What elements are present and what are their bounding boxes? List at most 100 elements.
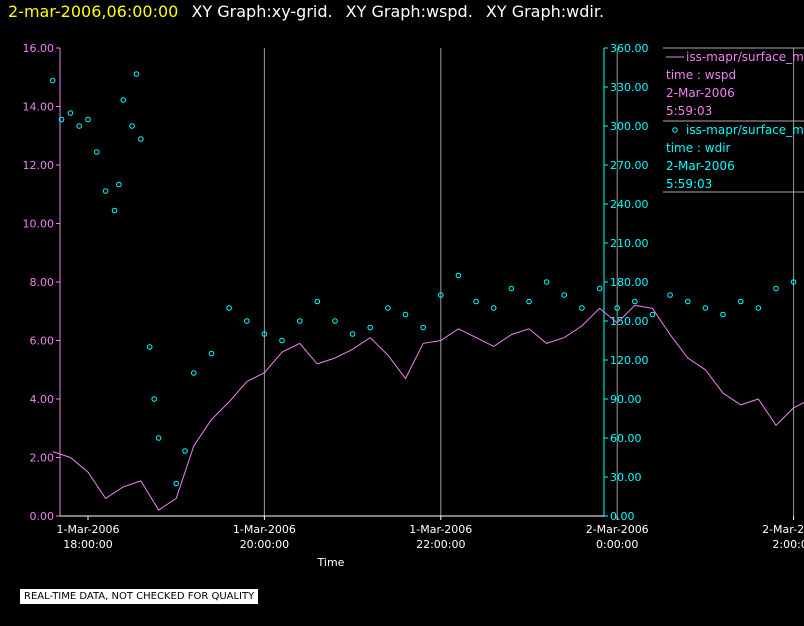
wdir-point (279, 337, 285, 344)
left-tick-label: 2.00 (30, 452, 55, 465)
right-tick-label: 0.00 (610, 510, 635, 523)
wdir-point (632, 298, 638, 305)
wdir-point (102, 188, 109, 194)
x-tick-label: 0:00:00 (596, 538, 638, 551)
wdir-point (402, 311, 409, 318)
legend-wspd-var: time : wspd (666, 68, 736, 82)
x-tick-label: 18:00:00 (63, 538, 112, 551)
x-tick-label: 2-Mar-2006 (586, 523, 649, 536)
wdir-point (155, 435, 162, 441)
graph-title-grid: XY Graph:xy-grid. (191, 2, 333, 21)
legend-wdir-time: 5:59:03 (666, 177, 712, 191)
wdir-point (614, 305, 621, 311)
left-tick-label: 6.00 (30, 335, 55, 348)
right-tick-label: 180.00 (610, 276, 649, 289)
wdir-point (226, 305, 232, 311)
x-axis-ticks: 1-Mar-2006 18:00:00 1-Mar-2006 20:00:00 1-Ma… (57, 516, 804, 551)
wdir-point (349, 331, 356, 337)
wdir-point (332, 318, 338, 324)
wdir-point (49, 77, 56, 84)
wdir-point (702, 305, 709, 311)
wdir-point (120, 97, 127, 103)
wdir-point (208, 350, 215, 357)
series-wspd (52, 304, 804, 511)
right-tick-label: 120.00 (610, 354, 649, 367)
x-axis-label: Time (317, 556, 345, 569)
legend-wspd-date: 2-Mar-2006 (666, 86, 735, 100)
wdir-point (85, 116, 91, 123)
x-tick-label: 20:00:00 (240, 538, 289, 551)
wdir-point (58, 116, 65, 123)
wdir-point (367, 324, 374, 331)
left-axis-ticks: 0.00 2.00 4.00 6.00 8.00 10.00 12.00 14.00 16.00 (23, 42, 60, 523)
legend-wdir-var: time : wdir (666, 141, 731, 155)
wdir-point (129, 123, 135, 129)
quality-notice: REAL-TIME DATA, NOT CHECKED FOR QUALITY (20, 589, 259, 604)
right-tick-label: 30.00 (610, 471, 642, 484)
x-tick-label: 2-Mar-2006 (762, 523, 804, 536)
wdir-point (685, 298, 691, 305)
wdir-point (182, 448, 188, 454)
legend-wdir-name: iss-mapr/surface_met (686, 123, 804, 137)
title-bar: 2-mar-2006,06:00:00 XY Graph:xy-grid. XY… (8, 2, 604, 21)
left-tick-label: 8.00 (30, 276, 55, 289)
wdir-point (261, 331, 268, 337)
wdir-point (67, 110, 74, 116)
left-tick-label: 12.00 (23, 159, 55, 172)
x-tick-label: 1-Mar-2006 (233, 523, 296, 536)
right-tick-label: 360.00 (610, 42, 649, 55)
wdir-point (473, 298, 479, 305)
wdir-point (420, 324, 427, 331)
legend-circle-swatch (672, 127, 678, 133)
wdir-point (173, 480, 179, 487)
wdir-point (490, 305, 497, 311)
wdir-point (438, 292, 444, 298)
wdir-point (737, 298, 744, 305)
wdir-point (508, 285, 515, 292)
timestamp: 2-mar-2006,06:00:00 (8, 2, 179, 21)
grid-lines (263, 48, 795, 516)
x-tick-label: 1-Mar-2006 (409, 523, 472, 536)
right-tick-label: 330.00 (610, 81, 649, 94)
wdir-point (138, 136, 144, 142)
right-tick-label: 300.00 (610, 120, 649, 133)
right-tick-label: 270.00 (610, 159, 649, 172)
wdir-point (94, 149, 100, 155)
wdir-point (667, 292, 673, 298)
wdir-point (543, 279, 550, 285)
right-tick-label: 60.00 (610, 432, 642, 445)
graph-title-wdir: XY Graph:wdir. (485, 2, 605, 21)
wdir-point (455, 272, 462, 279)
left-tick-label: 16.00 (23, 42, 55, 55)
x-tick-label: 22:00:00 (416, 538, 465, 551)
wdir-point (111, 207, 118, 214)
wdir-point (244, 318, 250, 324)
right-tick-label: 240.00 (610, 198, 649, 211)
wdir-point (773, 285, 779, 292)
wdir-point (314, 298, 321, 305)
wdir-point (561, 292, 568, 298)
right-tick-label: 210.00 (610, 237, 649, 250)
legend-wspd-name: iss-mapr/surface_met (686, 50, 804, 64)
wdir-point (790, 279, 797, 285)
wdir-point (755, 305, 762, 311)
wdir-point (146, 344, 153, 350)
left-tick-label: 4.00 (30, 393, 55, 406)
wdir-point (191, 370, 197, 376)
wdir-point (151, 396, 157, 402)
graph-title-wspd: XY Graph:wspd. (345, 2, 473, 21)
wdir-point (133, 71, 140, 77)
wspd-line (52, 304, 804, 511)
x-tick-label: 1-Mar-2006 (57, 523, 120, 536)
left-tick-label: 10.00 (23, 218, 55, 231)
legend-wdir-date: 2-Mar-2006 (666, 159, 735, 173)
right-tick-label: 90.00 (610, 393, 642, 406)
wdir-point (526, 298, 532, 305)
wdir-point (296, 318, 303, 324)
x-tick-label: 2:00:00 (772, 538, 804, 551)
wdir-point (76, 123, 82, 129)
right-axis-ticks: 0.00 30.00 60.00 90.00 120.00 150.00 180.00 210… (604, 42, 649, 523)
legend: iss-mapr/surface_met time : wspd 2-Mar-2… (663, 47, 804, 193)
wdir-point (116, 181, 122, 188)
